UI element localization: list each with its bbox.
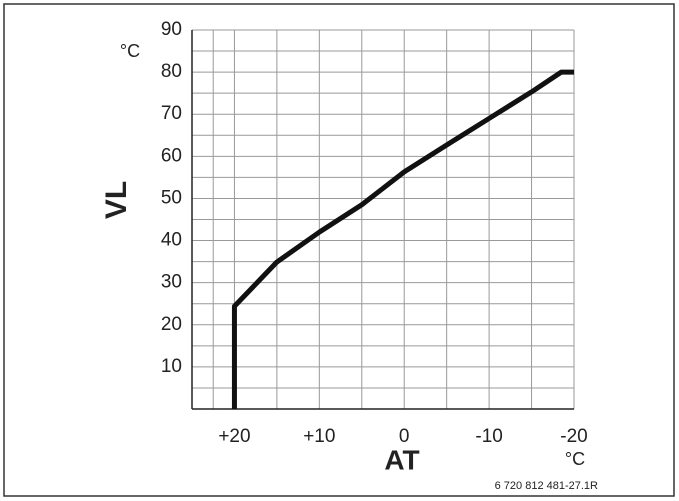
- y-tick-label: 10: [161, 356, 182, 377]
- x-unit: °C: [565, 449, 585, 469]
- y-tick-label: 40: [161, 230, 182, 251]
- y-tick-label: 90: [161, 19, 182, 40]
- y-tick-label: 20: [161, 314, 182, 335]
- y-tick-label: 70: [161, 103, 182, 124]
- y-tick-label: 30: [161, 272, 182, 293]
- x-tick-label: -20: [560, 426, 587, 447]
- y-unit: °C: [120, 41, 140, 61]
- x-tick-label: -10: [475, 426, 502, 447]
- footnote: 6 720 812 481-27.1R: [495, 480, 598, 492]
- y-tick-label: 60: [161, 145, 182, 166]
- x-tick-label: 0: [399, 426, 410, 447]
- curve: [231, 69, 574, 409]
- x-tick-label: +20: [218, 426, 250, 447]
- y-axis-label: VL: [100, 181, 133, 219]
- x-tick-label: +10: [303, 426, 335, 447]
- frame: [3, 3, 675, 497]
- x-axis-label: AT: [384, 444, 419, 475]
- y-tick-label: 80: [161, 61, 182, 82]
- y-tick-label: 50: [161, 187, 182, 208]
